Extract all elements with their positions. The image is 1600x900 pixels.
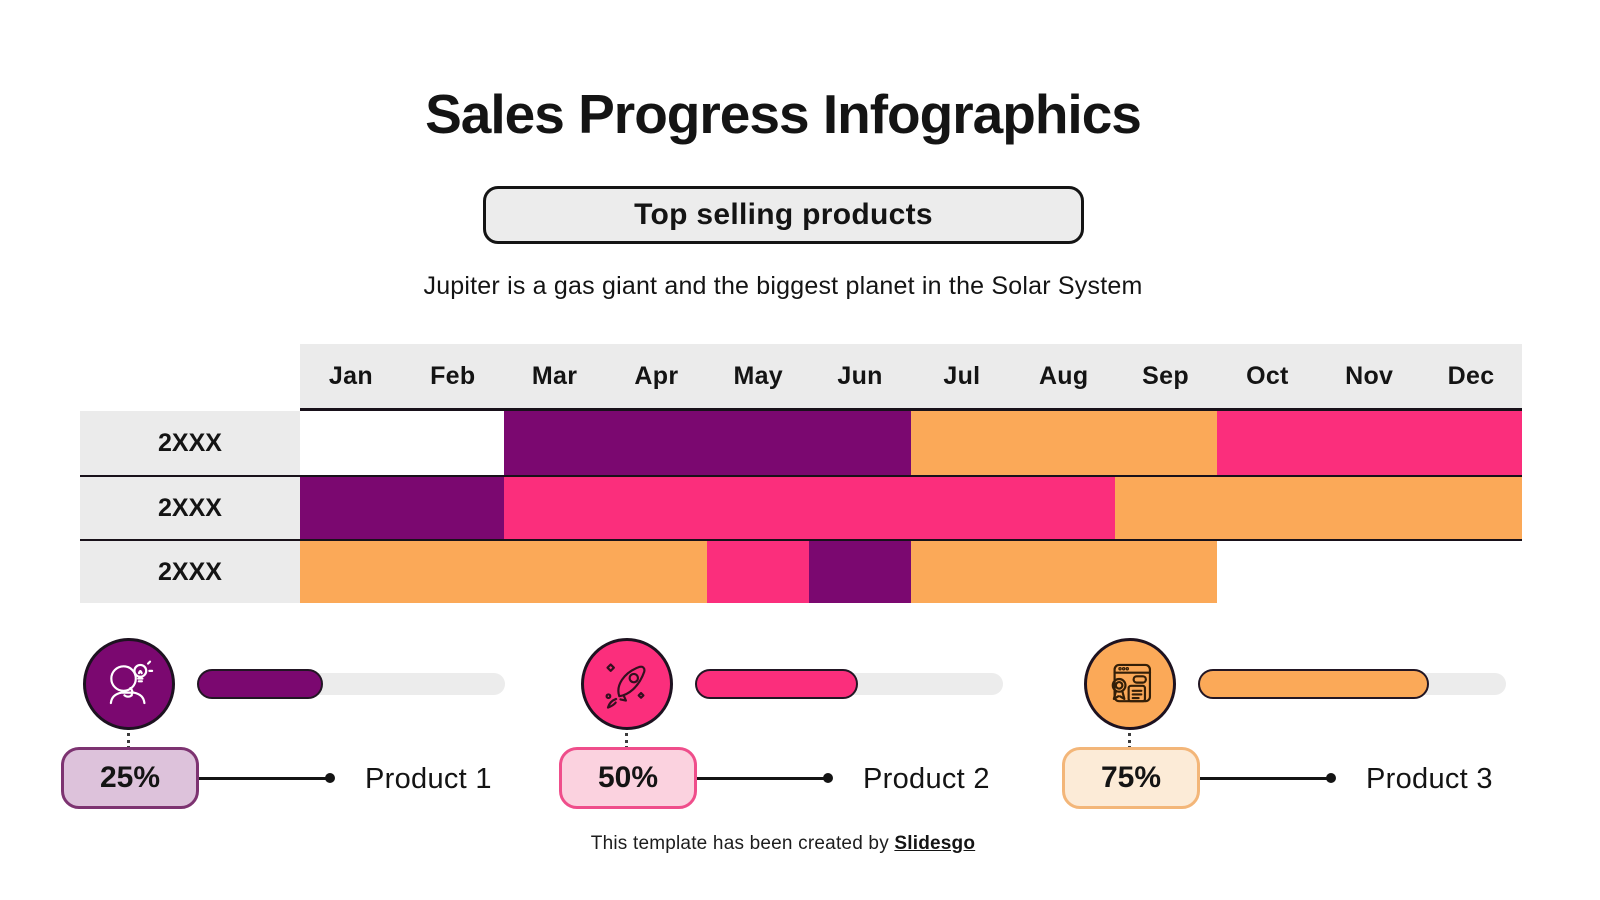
gantt-segment-pink	[707, 541, 810, 603]
progress-fill	[1198, 669, 1429, 699]
gantt-segment-orange	[300, 541, 708, 603]
gantt-row-track	[300, 411, 1522, 475]
gantt-row-track	[300, 541, 1522, 603]
percent-pill: 75%	[1062, 747, 1200, 809]
gantt-chart: Jan Feb Mar Apr May Jun Jul Aug Sep Oct Nov Dec 2XX…	[80, 344, 1522, 603]
progress-track	[695, 669, 1003, 699]
description-text: Jupiter is a gas giant and the biggest p…	[423, 272, 1143, 300]
gantt-row-label: 2XXX	[80, 477, 300, 539]
percent-pill: 25%	[61, 747, 199, 809]
month-label: Mar	[531, 361, 578, 390]
slidesgo-link[interactable]: Slidesgo	[894, 833, 976, 854]
percent-pill: 50%	[559, 747, 697, 809]
dotted-connector	[127, 733, 130, 749]
product-label: Product 2	[863, 763, 990, 795]
month-label: Jun	[837, 361, 883, 390]
progress-fill	[695, 669, 859, 699]
footer: This template has been created by Slides…	[0, 833, 1566, 855]
page-title: Sales Progress Infographics	[425, 83, 1142, 145]
month-label: Nov	[1345, 361, 1394, 390]
product-group: 50% Product 2	[555, 615, 1025, 820]
month-label: Jul	[943, 361, 981, 390]
person-idea-icon	[100, 655, 158, 713]
connector-dot	[1326, 773, 1336, 783]
product-icon-circle	[1084, 638, 1176, 730]
month-label: Sep	[1142, 361, 1189, 390]
product-icon-circle	[83, 638, 175, 730]
gantt-row: 2XXX	[80, 475, 1522, 539]
gantt-segment-orange	[911, 411, 1217, 475]
subtitle-box: Top selling products	[483, 186, 1084, 244]
product-group: 25% Product 1	[57, 615, 527, 820]
gantt-body: 2XXX 2XXX 2XXX	[80, 411, 1522, 603]
progress-track	[1198, 669, 1506, 699]
month-label: Apr	[634, 361, 679, 390]
product-icon-circle	[581, 638, 673, 730]
gantt-segment-purple	[809, 541, 911, 603]
connector-line	[1200, 777, 1328, 780]
percent-value: 25%	[99, 761, 161, 794]
gantt-segment-purple	[300, 477, 504, 539]
product-label: Product 3	[1366, 763, 1493, 795]
month-label: Dec	[1447, 361, 1495, 390]
connector-dot	[325, 773, 335, 783]
gantt-header: Jan Feb Mar Apr May Jun Jul Aug Sep Oct Nov Dec	[80, 344, 1522, 411]
gantt-header-spacer	[80, 344, 300, 411]
connector-dot	[823, 773, 833, 783]
gantt-row-track	[300, 477, 1522, 539]
progress-track	[197, 669, 505, 699]
gantt-segment-orange	[1114, 477, 1522, 539]
gantt-row: 2XXX	[80, 539, 1522, 603]
month-label: Oct	[1246, 361, 1289, 390]
progress-fill	[197, 669, 324, 699]
dotted-connector	[625, 733, 628, 749]
gantt-row-label: 2XXX	[80, 541, 300, 603]
month-label: Aug	[1038, 361, 1089, 390]
month-label: Jan	[328, 361, 373, 390]
month-label: Feb	[430, 361, 476, 390]
certificate-icon	[1101, 655, 1159, 713]
connector-line	[199, 777, 327, 780]
product-group: 75% Product 3	[1058, 615, 1528, 820]
gantt-segment-pink	[503, 477, 1115, 539]
gantt-segment-orange	[911, 541, 1217, 603]
rocket-icon	[598, 655, 656, 713]
month-label: May	[733, 361, 783, 390]
gantt-segment-purple	[503, 411, 911, 475]
gantt-month-row: Jan Feb Mar Apr May Jun Jul Aug Sep Oct Nov Dec	[300, 344, 1522, 411]
footer-text: This template has been created by	[590, 833, 895, 854]
gantt-row-label: 2XXX	[80, 411, 300, 475]
gantt-row: 2XXX	[80, 411, 1522, 475]
percent-value: 75%	[1100, 761, 1162, 794]
product-label: Product 1	[365, 763, 492, 795]
percent-value: 50%	[597, 761, 659, 794]
dotted-connector	[1128, 733, 1131, 749]
subtitle-box-label: Top selling products	[634, 198, 933, 231]
gantt-segment-pink	[1216, 411, 1522, 475]
connector-line	[697, 777, 825, 780]
